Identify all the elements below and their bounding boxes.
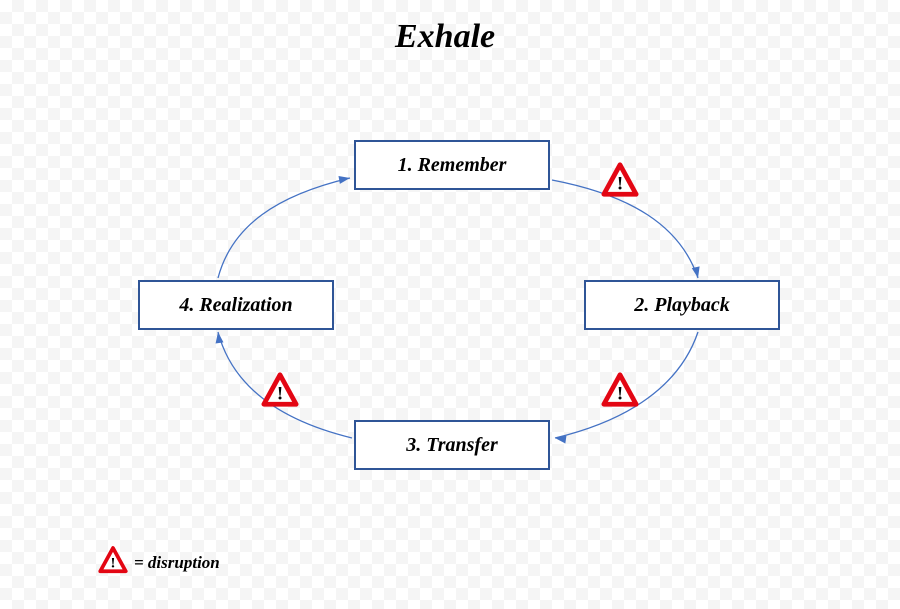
legend-text: = disruption: [134, 553, 220, 573]
svg-text:!: !: [617, 174, 623, 195]
svg-text:!: !: [277, 384, 283, 405]
node-playback: 2. Playback: [584, 280, 780, 330]
warning-triangle-icon: !: [98, 545, 128, 580]
disruption-icon: !: [601, 371, 639, 414]
disruption-icon: !: [261, 371, 299, 414]
disruption-icon: !: [601, 161, 639, 204]
node-transfer-label: 3. Transfer: [406, 434, 497, 457]
diagram-stage: Exhale 1. Remember 2. Playback 3. Transf…: [0, 0, 900, 609]
svg-text:!: !: [111, 556, 116, 572]
svg-text:!: !: [617, 384, 623, 405]
node-playback-label: 2. Playback: [634, 294, 730, 317]
node-transfer: 3. Transfer: [354, 420, 550, 470]
node-realization-label: 4. Realization: [179, 294, 292, 317]
legend: ! = disruption: [98, 545, 220, 580]
node-remember-label: 1. Remember: [398, 154, 507, 177]
node-realization: 4. Realization: [138, 280, 334, 330]
diagram-title: Exhale: [395, 18, 495, 56]
node-remember: 1. Remember: [354, 140, 550, 190]
